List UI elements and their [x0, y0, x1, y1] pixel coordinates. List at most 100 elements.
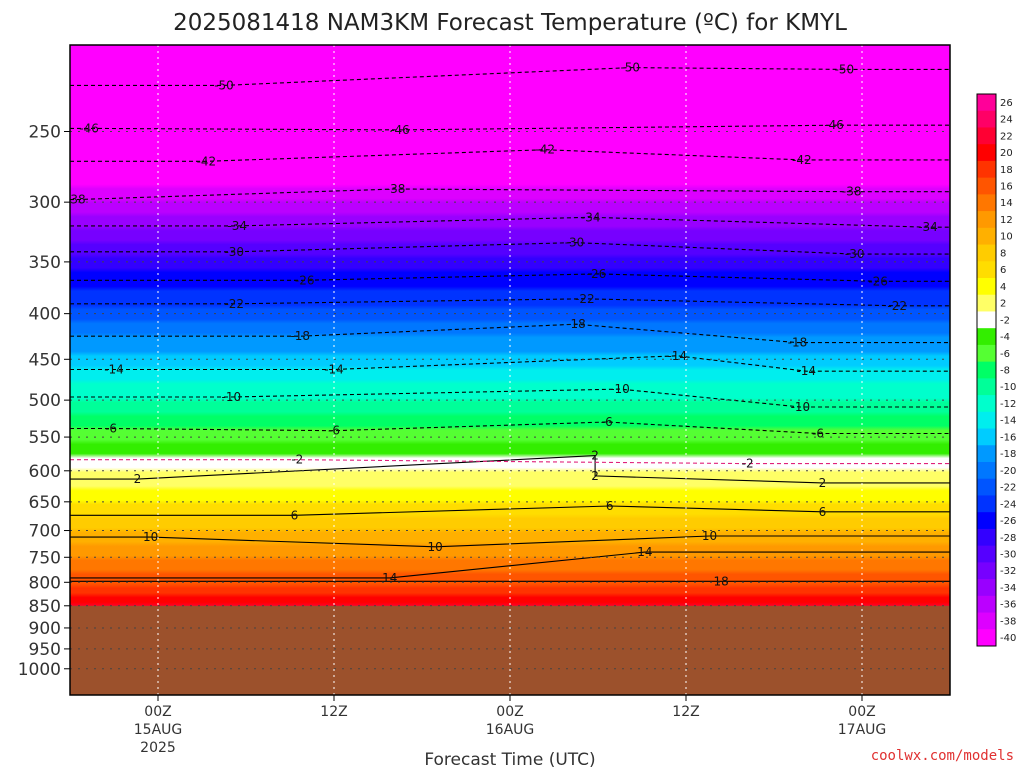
- colorbar-segment: [977, 528, 996, 547]
- contour-label: 6: [606, 499, 614, 513]
- contour-label: -2: [742, 457, 754, 471]
- isotherm-line: [70, 551, 950, 579]
- contour-label: 2: [591, 469, 599, 483]
- colorbar-tick-label: -40: [1000, 633, 1016, 644]
- y-tick-label: 700: [29, 522, 61, 542]
- y-tick-label: 250: [29, 122, 61, 142]
- contour-label: -42: [535, 143, 555, 157]
- colorbar-segment: [977, 612, 996, 630]
- contour-label: 6: [819, 505, 827, 519]
- colorbar-tick-label: -28: [1000, 533, 1016, 544]
- colorbar-tick-label: -32: [1000, 566, 1016, 577]
- contour-label: 10: [143, 530, 158, 544]
- colorbar-tick-label: 8: [1000, 248, 1006, 259]
- x-tick-year: 2025: [140, 740, 176, 756]
- contour-label: -18: [788, 336, 808, 350]
- contour-label: -6: [328, 424, 340, 438]
- colorbar-tick-label: -8: [1000, 366, 1010, 377]
- colorbar-segment: [977, 361, 996, 379]
- contour-label: -46: [390, 123, 410, 137]
- credit-text: coolwx.com/models: [871, 748, 1014, 764]
- contour-label: -14: [104, 362, 124, 376]
- pressure-axis: 2503003504004505005506006507007508008509…: [18, 122, 70, 680]
- contour-label: -50: [835, 62, 855, 76]
- colorbar-segment: [977, 462, 996, 480]
- colorbar-segment: [977, 395, 996, 413]
- y-tick-label: 400: [29, 305, 61, 325]
- y-tick-label: 500: [29, 391, 61, 411]
- contour-label: -42: [197, 154, 217, 168]
- contour-label: -34: [227, 219, 247, 233]
- colorbar-segment: [977, 227, 996, 246]
- colorbar-tick-label: -36: [1000, 600, 1016, 611]
- contour-label: 2: [819, 476, 827, 490]
- grid-lines: [70, 45, 950, 695]
- colorbar-tick-label: -10: [1000, 382, 1016, 393]
- y-tick-label: 750: [29, 548, 61, 568]
- contour-label: 14: [637, 545, 652, 559]
- colorbar-tick-label: 4: [1000, 282, 1006, 293]
- colorbar-segment: [977, 495, 996, 513]
- x-tick-date: 17AUG: [838, 722, 887, 738]
- isotherm-line: [70, 124, 950, 131]
- contour-label: 2: [134, 472, 142, 486]
- colorbar-tick-label: -26: [1000, 516, 1016, 527]
- contour-label: -46: [824, 118, 844, 132]
- colorbar-segment: [977, 344, 996, 363]
- colorbar-segment: [977, 278, 996, 296]
- contour-label: -38: [842, 185, 862, 199]
- colorbar-tick-label: -34: [1000, 583, 1016, 594]
- contour-label: -26: [295, 273, 315, 287]
- colorbar-segment: [977, 411, 996, 430]
- isotherm-line: [70, 355, 950, 372]
- contour-label: -46: [79, 121, 99, 135]
- y-tick-label: 600: [29, 462, 61, 482]
- colorbar-segment: [977, 445, 996, 463]
- contour-label: -6: [105, 422, 117, 436]
- y-tick-label: 950: [29, 640, 61, 660]
- colorbar-segment: [977, 545, 996, 563]
- colorbar: 26 24 22 20 18 16 14 12 10 8 6 4 2 -2 -4 -6 -8 -10 -12 -14 -…: [976, 93, 1016, 647]
- colorbar-tick-label: 12: [1000, 215, 1013, 226]
- colorbar-tick-label: -22: [1000, 483, 1016, 494]
- colorbar-segment: [977, 94, 996, 112]
- isotherm-line: [70, 216, 950, 228]
- contour-label: -10: [222, 390, 242, 404]
- y-tick-label: 300: [29, 193, 61, 213]
- contour-label: 2: [591, 449, 599, 463]
- contour-label: -34: [581, 210, 601, 224]
- contour-label: -2: [291, 453, 303, 467]
- isotherm-line: [70, 242, 950, 255]
- contour-label: -26: [868, 274, 888, 288]
- contour-label: -6: [601, 415, 613, 429]
- contour-label: -30: [565, 236, 585, 250]
- colorbar-segment: [977, 328, 996, 346]
- isotherm-line: [70, 505, 950, 516]
- isotherm-line: [70, 459, 950, 465]
- colorbar-tick-label: 6: [1000, 265, 1006, 276]
- colorbar-segment: [977, 127, 996, 145]
- contour-label: -22: [575, 292, 595, 306]
- contour-label: -14: [796, 364, 816, 378]
- colorbar-segment: [977, 629, 996, 647]
- colorbar-tick-label: 16: [1000, 182, 1013, 193]
- colorbar-tick-label: -6: [1000, 349, 1010, 360]
- y-tick-label: 900: [29, 619, 61, 639]
- colorbar-segment: [977, 160, 996, 179]
- colorbar-segment: [977, 579, 996, 597]
- isotherm-line: [70, 421, 950, 435]
- colorbar-tick-label: -38: [1000, 616, 1016, 627]
- contour-label: -18: [290, 329, 310, 343]
- x-tick-label: 12Z: [672, 704, 699, 720]
- colorbar-tick-label: -20: [1000, 466, 1016, 477]
- isotherm-line: [70, 323, 950, 344]
- isotherm-line: [70, 67, 950, 86]
- colorbar-segment: [977, 211, 996, 229]
- contour-label: -50: [620, 61, 640, 75]
- colorbar-segment: [977, 595, 996, 614]
- colorbar-segment: [977, 428, 996, 446]
- colorbar-tick-label: -12: [1000, 399, 1016, 410]
- colorbar-segment: [977, 378, 996, 396]
- ground-area: [70, 605, 950, 695]
- colorbar-segment: [977, 478, 996, 496]
